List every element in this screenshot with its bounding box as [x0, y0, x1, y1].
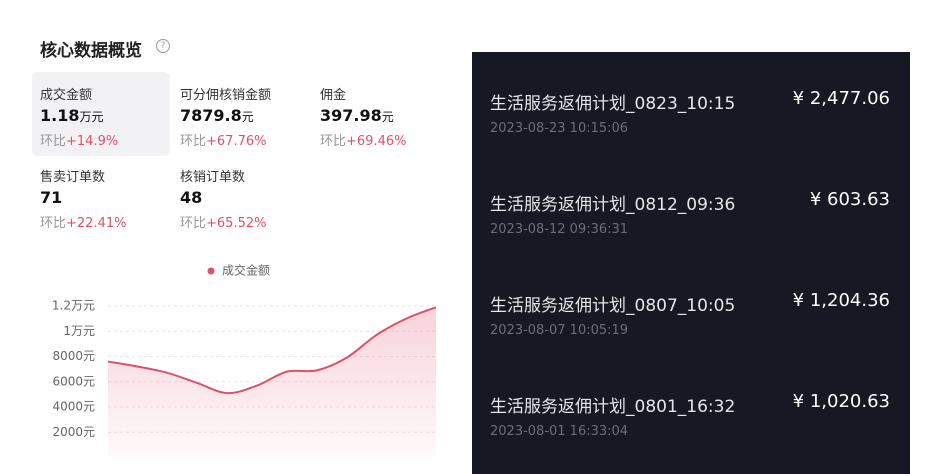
metric-number: 71 — [40, 188, 63, 207]
compare-label: 环比 — [320, 134, 347, 149]
metric-unit: 元 — [381, 110, 394, 124]
compare-label: 环比 — [180, 216, 207, 231]
change-value: +22.41% — [66, 216, 127, 231]
metric-number: 397.98 — [320, 106, 382, 125]
metric-number: 1.18 — [40, 106, 80, 125]
compare-label: 环比 — [40, 216, 67, 231]
metric-label: 成交金额 — [40, 88, 93, 103]
metric-number: 7879.8 — [180, 106, 242, 125]
metric-change: 环比+65.52% — [180, 212, 266, 231]
metric-value: 48 — [180, 188, 202, 207]
metric-value: 1.18万元 — [40, 106, 104, 125]
metric-label: 售卖订单数 — [40, 170, 106, 185]
chart: 2000元 4000元 6000元 8000元 1万元 1.2万元 成交金额 — [52, 263, 437, 458]
metric-label: 佣金 — [320, 88, 347, 103]
metric-value: 397.98元 — [320, 106, 394, 125]
plan-amount: ¥ 2,477.06 — [792, 88, 890, 109]
y-tick-label: 1.2万元 — [52, 299, 95, 313]
metric-unit: 元 — [241, 110, 254, 124]
plan-time: 2023-08-12 09:36:31 — [490, 222, 629, 237]
panel-title: 核心数据概览 — [40, 41, 142, 61]
plan-amount: ¥ 603.63 — [809, 189, 890, 210]
plan-list: 生活服务返佣计划_0823_10:15 2023-08-23 10:15:06 ¥ … — [472, 52, 910, 474]
y-tick-label: 4000元 — [52, 400, 95, 414]
plan-name: 生活服务返佣计划_0807_10:05 — [490, 296, 736, 316]
plan-time: 2023-08-07 10:05:19 — [490, 323, 629, 338]
metric-unit: 万元 — [79, 110, 104, 124]
y-tick-label: 8000元 — [52, 349, 95, 363]
change-value: +69.46% — [346, 134, 407, 149]
line — [107, 306, 437, 395]
legend-label: 成交金额 — [222, 263, 270, 278]
y-tick-label: 2000元 — [52, 425, 95, 439]
change-value: +14.9% — [66, 134, 119, 149]
metric-label: 核销订单数 — [180, 170, 246, 185]
y-tick-label: 6000元 — [52, 374, 95, 388]
plan-name: 生活服务返佣计划_0801_16:32 — [490, 397, 736, 417]
plan-amount: ¥ 1,204.36 — [792, 290, 890, 311]
compare-label: 环比 — [180, 134, 207, 149]
compare-label: 环比 — [40, 134, 67, 149]
plan-time: 2023-08-01 16:33:04 — [490, 424, 629, 439]
plan-amount: ¥ 1,020.63 — [792, 391, 890, 412]
plan-time: 2023-08-23 10:15:06 — [490, 121, 629, 136]
y-tick-label: 1万元 — [63, 324, 95, 338]
metric-value: 71 — [40, 188, 62, 207]
plan-name: 生活服务返佣计划_0823_10:15 — [490, 94, 736, 114]
plan-name: 生活服务返佣计划_0812_09:36 — [490, 195, 736, 215]
change-value: +67.76% — [206, 134, 267, 149]
metric-change: 环比+67.76% — [180, 130, 266, 149]
selected-card[interactable] — [32, 72, 170, 156]
metric-number: 48 — [180, 188, 203, 207]
metric-label: 可分佣核销金额 — [180, 88, 272, 103]
metric-change: 环比+69.46% — [320, 130, 406, 149]
area — [108, 307, 436, 458]
help-icon[interactable]: ? — [156, 39, 170, 53]
metric-value: 7879.8元 — [180, 106, 254, 125]
metric-change: 环比+22.41% — [40, 212, 126, 231]
legend-marker — [207, 267, 215, 275]
metric-change: 环比+14.9% — [40, 130, 118, 149]
change-value: +65.52% — [206, 216, 267, 231]
